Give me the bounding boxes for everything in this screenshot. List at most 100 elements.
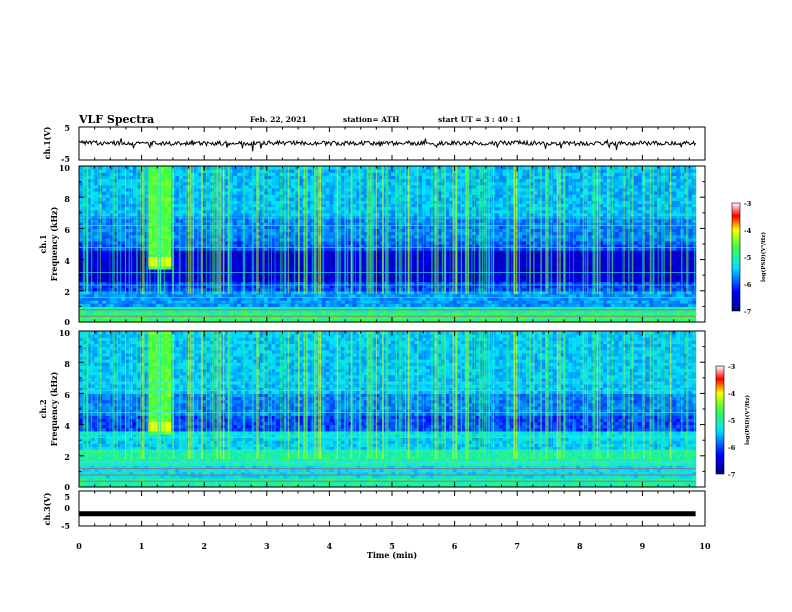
spectrogram-cell <box>167 247 173 251</box>
spectrogram-cell <box>121 228 126 233</box>
spectrogram-cell <box>252 181 257 186</box>
spectrogram-cell <box>233 175 238 180</box>
spectrogram-cell <box>86 297 92 301</box>
spectrogram-cell <box>132 303 138 307</box>
spectrogram-cell <box>167 172 173 176</box>
spectrogram-cell <box>117 312 122 317</box>
spectrogram-cell <box>206 287 211 292</box>
spectrogram-cell <box>206 194 211 198</box>
spectrogram-cell <box>237 172 242 176</box>
spectrogram-cell <box>86 253 92 258</box>
spectrogram-cell <box>90 203 96 208</box>
spectrogram-cell <box>159 234 165 239</box>
spectrogram-cell <box>152 175 157 180</box>
spectrogram-cell <box>213 268 219 273</box>
spectrogram-cell <box>240 315 246 320</box>
spectrogram-cell <box>271 256 277 261</box>
spectrogram-cell <box>240 297 246 301</box>
spectrogram-cell <box>202 268 207 273</box>
spectrogram-cell <box>121 200 126 205</box>
spectrogram-cell <box>194 190 200 195</box>
spectrogram-cell <box>109 278 115 283</box>
spectrogram-cell <box>98 300 103 304</box>
spectrogram-cell <box>113 172 119 176</box>
spectrogram-cell <box>125 172 130 176</box>
spectrogram-cell <box>132 312 138 317</box>
spectrogram-cell <box>233 225 238 229</box>
spectrogram-cell <box>183 228 188 233</box>
spectrogram-cell <box>252 265 257 270</box>
spectrogram-cell <box>79 200 84 205</box>
spectrogram-cell <box>94 228 99 233</box>
spectrogram-cell <box>86 206 92 211</box>
spectrogram-cell <box>263 203 269 208</box>
spectrogram-cell <box>244 259 250 264</box>
spectrogram-cell <box>237 181 242 186</box>
spectrogram-cell <box>287 175 292 180</box>
spectrogram-cell <box>194 290 200 295</box>
spectrogram-cell <box>206 231 211 236</box>
spectrogram-cell <box>275 178 280 183</box>
spectrogram-cell <box>206 250 211 254</box>
spectrogram-cell <box>194 315 200 320</box>
spectrogram-cell <box>105 297 111 301</box>
spectrogram-cell <box>90 194 96 198</box>
spectrogram-cell <box>194 268 200 273</box>
spectrogram-cell <box>117 259 122 264</box>
spectrogram-cell <box>267 203 273 208</box>
spectrogram-cell <box>79 219 84 223</box>
spectrogram-cell <box>136 265 142 270</box>
spectrogram-cell <box>125 244 130 248</box>
spectrogram-cell <box>159 259 165 264</box>
spectrogram-cell <box>94 172 99 176</box>
spectrogram-cell <box>206 212 211 217</box>
spectrogram-cell <box>290 200 296 205</box>
spectrogram-cell <box>125 268 130 273</box>
spectrogram-cell <box>179 175 184 180</box>
spectrogram-cell <box>175 281 180 286</box>
spectrogram-cell <box>132 278 138 283</box>
spectrogram-cell <box>267 175 273 180</box>
spectrogram-cell <box>179 290 184 295</box>
spectrogram-cell <box>267 297 273 301</box>
spectrogram-cell <box>86 231 92 236</box>
ch1-waveform-ylabel: ch.1(V) <box>42 126 52 159</box>
spectrogram-cell <box>194 222 200 226</box>
spectrogram-cell <box>252 178 257 183</box>
spectrogram-cell <box>256 300 261 304</box>
spectrogram-cell <box>248 253 254 258</box>
spectrogram-cell <box>213 184 219 189</box>
spectrogram-cell <box>152 181 157 186</box>
spectrogram-cell <box>194 256 200 261</box>
spectrogram-cell <box>90 306 96 311</box>
spectrogram-cell <box>121 303 126 307</box>
spectrogram-cell <box>113 250 119 254</box>
spectrogram-cell <box>121 240 126 245</box>
spectrogram-cell <box>183 172 188 176</box>
spectrogram-cell <box>421 166 427 170</box>
spectrogram-cell <box>144 312 149 317</box>
spectrogram-cell <box>194 297 200 301</box>
spectrogram-cell <box>113 222 119 226</box>
spectrogram-cell <box>260 268 265 273</box>
spectrogram-cell <box>90 237 96 242</box>
spectrogram-cell <box>156 306 161 311</box>
spectrogram-cell <box>271 240 277 245</box>
spectrogram-cell <box>248 222 254 226</box>
spectrogram-cell <box>260 194 265 198</box>
spectrogram-cell <box>279 309 284 314</box>
spectrogram-cell <box>94 256 99 261</box>
spectrogram-cell <box>275 209 280 214</box>
spectrogram-cell <box>136 166 142 170</box>
spectrogram-cell <box>287 265 292 270</box>
spectrogram-cell <box>202 265 207 270</box>
spectrogram-cell <box>248 278 254 283</box>
spectrogram-cell <box>252 275 257 279</box>
spectrogram-cell <box>94 175 99 180</box>
spectrogram-cell <box>275 315 280 320</box>
spectrogram-cell <box>102 197 107 201</box>
spectrogram-cell <box>206 219 211 223</box>
spectrogram-cell <box>260 253 265 258</box>
spectrogram-cell <box>102 187 107 192</box>
spectrogram-cell <box>136 190 142 195</box>
